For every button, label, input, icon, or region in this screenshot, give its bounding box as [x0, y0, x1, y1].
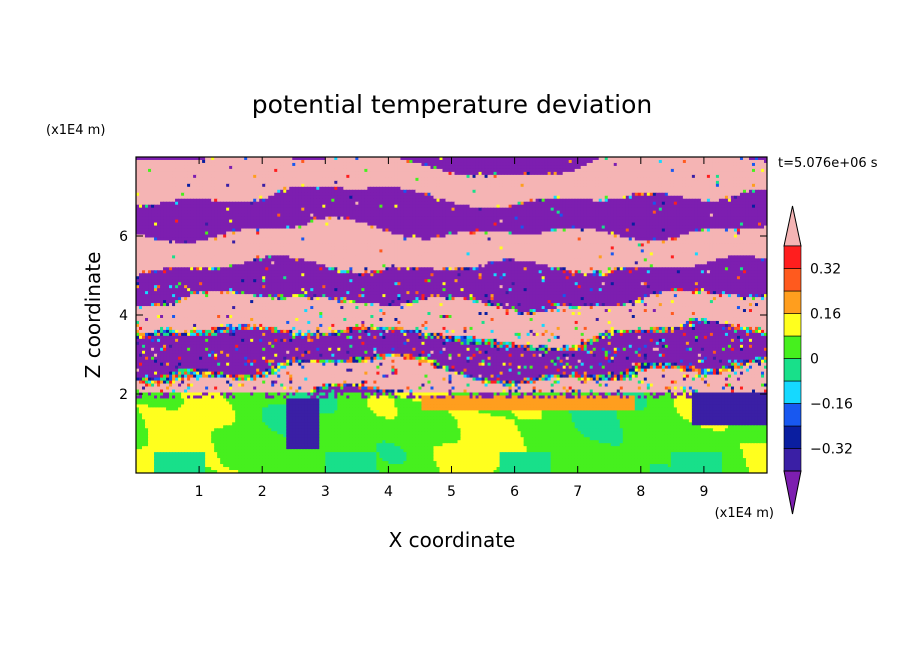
y-axis: 2 4 6	[119, 229, 767, 403]
colorbar-segment	[783, 425, 802, 449]
colorbar-segment	[783, 335, 802, 359]
x-tick-label: 7	[573, 484, 582, 500]
x-tick-label: 9	[699, 484, 708, 500]
colorbar-tick-label: 0.32	[810, 262, 841, 278]
x-unit-label: (x1E4 m)	[715, 506, 774, 521]
x-tick-label: 4	[384, 484, 393, 500]
y-unit-label: (x1E4 m)	[46, 123, 105, 138]
x-tick-label: 5	[447, 484, 456, 500]
colorbar-tick-label: 0	[810, 352, 819, 368]
colorbar-segment	[783, 358, 802, 382]
colorbar-segment	[783, 380, 802, 404]
x-tick-label: 1	[195, 484, 204, 500]
x-tick-label: 3	[321, 484, 330, 500]
x-tick-label: 6	[510, 484, 519, 500]
colorbar-under-triangle	[783, 470, 802, 515]
colorbar-segment	[783, 448, 802, 472]
colorbar-segment	[783, 268, 802, 292]
y-tick-label: 2	[119, 387, 128, 403]
x-axis-label: X coordinate	[389, 528, 516, 552]
colorbar-tick-label: 0.16	[810, 307, 841, 323]
y-axis-label: Z coordinate	[81, 252, 105, 379]
colorbar-segment	[783, 290, 802, 314]
heatmap-field	[136, 157, 767, 473]
x-axis: 1 2 3 4 5 6 7 8 9	[195, 157, 708, 500]
colorbar-tick-label: −0.32	[810, 442, 853, 458]
x-tick-label: 2	[258, 484, 267, 500]
y-tick-label: 6	[119, 229, 128, 245]
colorbar-segment	[783, 403, 802, 427]
colorbar-over-triangle	[783, 205, 802, 247]
colorbar-segment	[783, 313, 802, 337]
time-label: t=5.076e+06 s	[778, 156, 878, 171]
colorbar: 0.32 0.16 0 −0.16 −0.32	[783, 205, 853, 515]
chart-title: potential temperature deviation	[252, 90, 652, 119]
colorbar-segment	[783, 245, 802, 269]
colorbar-tick-label: −0.16	[810, 397, 853, 413]
y-tick-label: 4	[119, 308, 128, 324]
x-tick-label: 8	[636, 484, 645, 500]
